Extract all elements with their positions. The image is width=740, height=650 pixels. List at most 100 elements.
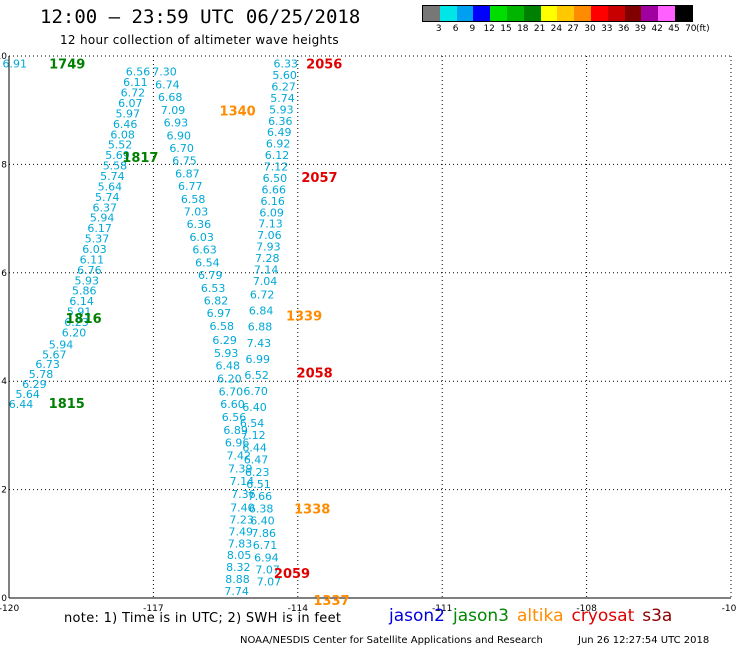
wave-height-value: 6.03: [189, 231, 214, 244]
legend-label-39: 39: [634, 24, 647, 34]
lat-tick-label: 0: [1, 594, 7, 604]
lon-tick-label: -111: [432, 604, 452, 614]
lon-tick-label: -117: [143, 604, 163, 614]
pass-number-label: 1749: [49, 58, 85, 73]
legend-labels: 3 6 9 12 15 18 21 24 27 30 33 36 39 42 45 70 (ft): [422, 22, 710, 36]
legend-label-36: 36: [617, 24, 630, 34]
wave-height-value: 5.74: [95, 191, 120, 204]
pass-number-label: 1337: [313, 594, 349, 609]
wave-height-value: 6.33: [274, 58, 299, 71]
lat-tick-label: 10: [0, 52, 7, 62]
wave-height-values: 6.916.566.116.726.075.976.466.085.525.69…: [3, 58, 298, 598]
wave-height-value: 7.28: [255, 252, 280, 265]
wave-height-value: 7.30: [152, 66, 177, 79]
wave-height-value: 5.93: [269, 103, 294, 116]
pass-number-label: 1340: [220, 105, 256, 120]
wave-height-value: 7.03: [184, 206, 209, 219]
wave-height-value: 6.07: [118, 97, 143, 110]
wave-height-value: 5.52: [108, 139, 133, 152]
wave-height-value: 5.93: [214, 347, 239, 360]
legend-unit: (ft): [696, 24, 710, 34]
wave-height-value: 6.79: [198, 269, 223, 282]
legend-label-30: 30: [584, 24, 596, 34]
wave-height-value: 6.84: [249, 305, 274, 318]
legend-swatch-70: [674, 6, 692, 21]
legend-swatch-6: [439, 6, 457, 21]
wave-height-value: 6.47: [244, 454, 269, 467]
map-subtitle: 12 hour collection of altimeter wave hei…: [60, 33, 339, 47]
legend-label-42: 42: [651, 24, 663, 34]
wave-height-color-legend: 3 6 9 12 15 18 21 24 27 30 33 36 39 42 45 70 (ft): [422, 5, 710, 36]
wave-height-value: 6.58: [181, 193, 206, 206]
lat-tick-label: 2: [1, 486, 7, 496]
wave-height-value: 6.27: [271, 80, 296, 93]
legend-swatch-24: [540, 6, 558, 21]
wave-height-value: 6.12: [265, 149, 290, 162]
legend-label-24: 24: [550, 24, 563, 34]
legend-label-12: 12: [483, 24, 495, 34]
legend-label-27: 27: [567, 24, 579, 34]
lon-tick-label: -120: [0, 604, 19, 614]
legend-label-21: 21: [533, 24, 546, 34]
lon-tick-label: -10: [722, 604, 737, 614]
wave-height-value: 7.83: [228, 537, 253, 550]
legend-swatch-27: [557, 6, 575, 21]
wave-height-value: 6.40: [242, 401, 267, 414]
wave-height-value: 6.44: [9, 398, 34, 411]
wave-height-value: 7.06: [257, 229, 282, 242]
wave-height-value: 7.14: [254, 263, 279, 276]
wave-height-value: 8.32: [226, 561, 251, 574]
wave-height-value: 6.11: [123, 76, 148, 89]
wave-height-value: 7.93: [256, 241, 281, 254]
wave-height-value: 5.74: [100, 170, 125, 183]
wave-height-value: 6.20: [62, 326, 87, 339]
lat-tick-label: 8: [1, 160, 7, 170]
legend-swatch-45: [658, 6, 675, 21]
wave-height-value: 7.14: [230, 475, 255, 488]
wave-height-value: 6.96: [225, 437, 250, 450]
wave-height-value: 6.16: [260, 195, 285, 208]
wave-height-value: 6.23: [64, 316, 89, 329]
legend-swatch-39: [624, 6, 642, 21]
wave-height-value: 6.88: [248, 321, 273, 334]
wave-height-value: 5.91: [67, 306, 92, 319]
wave-height-value: 5.78: [29, 368, 54, 381]
legend-swatch-3: [423, 6, 440, 21]
pass-number-label: 2059: [274, 567, 310, 582]
legend-label-70: 70: [685, 24, 697, 34]
wave-height-value: 6.51: [246, 478, 271, 491]
wave-height-value: 7.49: [229, 525, 254, 538]
wave-height-value: 5.74: [270, 92, 295, 105]
wave-height-value: 6.89: [223, 424, 248, 437]
wave-height-value: 6.56: [222, 411, 247, 424]
wave-height-value: 5.67: [42, 348, 67, 361]
wave-height-value: 7.86: [251, 527, 276, 540]
legend-label-3: 3: [435, 24, 442, 34]
wave-height-value: 8.05: [227, 549, 252, 562]
track-labels: 1749 1817 1816 1815 1340 1339 1338 1337 2056 2057…: [49, 58, 350, 610]
wave-height-value: 7.23: [229, 513, 254, 526]
wave-height-value: 6.50: [263, 172, 288, 185]
wave-height-value: 6.46: [113, 118, 138, 131]
wave-height-value: 5.64: [15, 388, 40, 401]
wave-height-value: 7.13: [258, 218, 283, 231]
wave-height-value: 5.93: [75, 274, 100, 287]
wave-height-value: 5.58: [103, 160, 128, 173]
wave-height-value: 6.40: [250, 515, 275, 528]
wave-height-value: 6.75: [172, 155, 197, 168]
wave-height-value: 6.20: [217, 372, 242, 385]
wave-height-value: 7.74: [224, 585, 249, 598]
wave-height-value: 6.56: [126, 66, 151, 79]
wave-height-value: 7.12: [264, 161, 289, 174]
wave-height-value: 7.43: [247, 337, 272, 350]
wave-height-value: 8.88: [225, 573, 250, 586]
satellite-altika: altika: [517, 606, 564, 626]
wave-height-value: 6.37: [92, 201, 117, 214]
wave-height-value: 7.04: [253, 275, 278, 288]
wave-height-value: 7.36: [231, 488, 256, 501]
lat-tick-label: 4: [1, 377, 7, 387]
wave-height-value: 5.86: [72, 285, 97, 298]
wave-height-value: 6.49: [267, 126, 292, 139]
pass-number-label: 2058: [297, 367, 333, 382]
wave-height-value: 6.72: [250, 288, 275, 301]
